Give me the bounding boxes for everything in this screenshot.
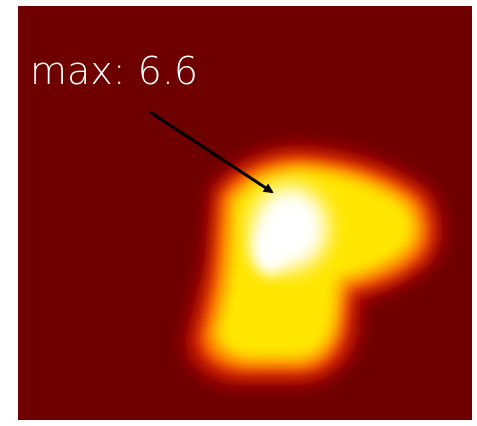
heatmap-figure: max: 6.6 — [0, 0, 477, 426]
annotation-label: max: 6.6 — [30, 49, 198, 93]
